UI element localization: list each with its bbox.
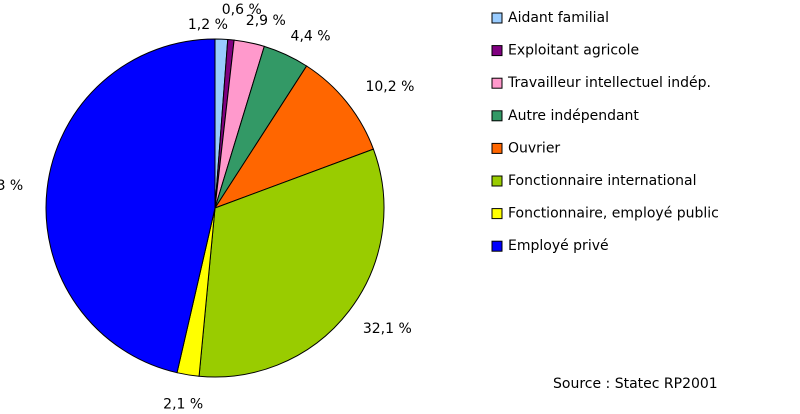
legend-swatch	[491, 12, 503, 24]
pie-slice	[213, 65, 375, 209]
legend-label: Employé privé	[508, 238, 609, 254]
legend-label: Fonctionnaire, employé public	[508, 206, 719, 222]
data-label: 46,3 %	[0, 178, 23, 194]
pie-slice	[198, 148, 385, 378]
legend-swatch	[491, 175, 503, 187]
legend-swatch	[491, 240, 503, 252]
data-label: 4,4 %	[291, 29, 331, 45]
legend-swatch	[491, 45, 503, 57]
data-label: 2,9 %	[246, 13, 286, 29]
legend-label: Autre indépendant	[508, 108, 639, 124]
legend-swatch	[491, 208, 503, 220]
source-note: Source : Statec RP2001	[553, 376, 718, 392]
legend-label: Aidant familial	[508, 10, 609, 26]
legend-swatch	[491, 77, 503, 89]
legend-label: Exploitant agricole	[508, 43, 639, 59]
legend-label: Ouvrier	[508, 140, 560, 156]
pie-slice	[45, 38, 216, 374]
legend-swatch	[491, 110, 503, 122]
data-label: 32,1 %	[363, 321, 412, 337]
legend-label: Fonctionnaire international	[508, 173, 696, 189]
data-label: 2,1 %	[163, 396, 203, 412]
data-label: 0,6 %	[222, 2, 262, 18]
data-label: 10,2 %	[365, 79, 414, 95]
legend-label: Travailleur intellectuel indép.	[507, 75, 711, 91]
data-label: 1,2 %	[188, 17, 228, 33]
legend-swatch	[491, 142, 503, 154]
